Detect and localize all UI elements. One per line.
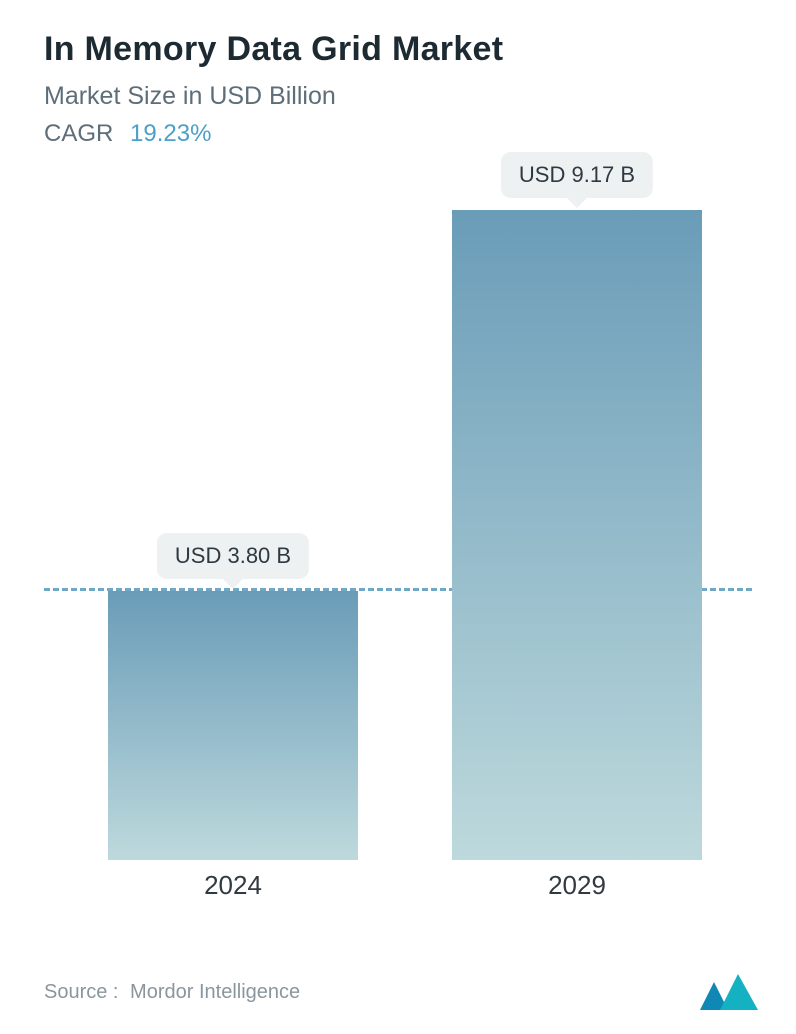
- x-label-2024: 2024: [108, 870, 358, 901]
- bar-fill-2024: [108, 591, 358, 860]
- bar-2029: USD 9.17 B: [452, 210, 702, 860]
- chart-canvas: In Memory Data Grid Market Market Size i…: [0, 0, 796, 1034]
- source-name: Mordor Intelligence: [130, 981, 300, 1003]
- cagr-label: CAGR: [44, 120, 113, 147]
- chart-area: USD 3.80 B USD 9.17 B 2024 2029: [0, 170, 796, 920]
- brand-logo-icon: [700, 972, 758, 1010]
- plot-region: USD 3.80 B USD 9.17 B: [44, 210, 752, 860]
- value-label-2024: USD 3.80 B: [157, 533, 309, 579]
- source-label: Source :: [44, 981, 118, 1003]
- bar-2024: USD 3.80 B: [108, 210, 358, 860]
- chart-title: In Memory Data Grid Market: [44, 30, 503, 69]
- cagr-value: 19.23%: [130, 120, 211, 147]
- bar-fill-2029: [452, 210, 702, 860]
- value-label-2029: USD 9.17 B: [501, 152, 653, 198]
- source-footer: Source : Mordor Intelligence: [44, 981, 300, 1004]
- x-label-2029: 2029: [452, 870, 702, 901]
- x-axis-labels: 2024 2029: [44, 870, 752, 910]
- cagr-row: CAGR 19.23%: [44, 120, 211, 148]
- chart-subtitle: Market Size in USD Billion: [44, 82, 336, 111]
